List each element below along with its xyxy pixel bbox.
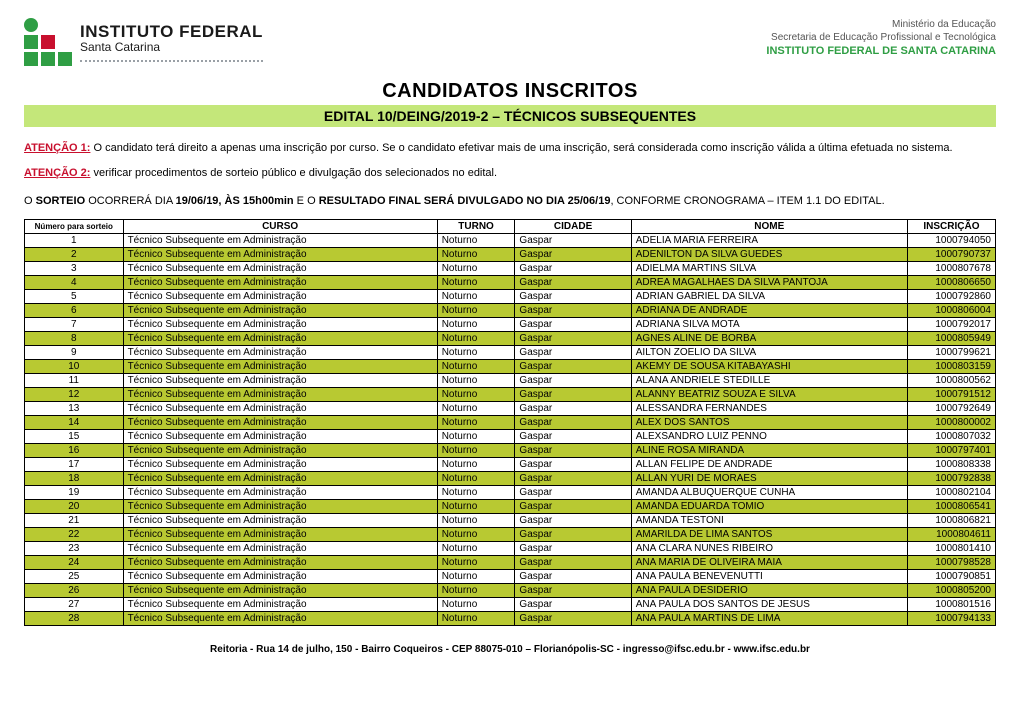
notice-2: ATENÇÃO 2: verificar procedimentos de so… (24, 166, 996, 181)
page-title: CANDIDATOS INSCRITOS (24, 80, 996, 103)
col-header-numero: Número para sorteio (25, 219, 124, 233)
page-header: INSTITUTO FEDERAL Santa Catarina Ministé… (24, 18, 996, 66)
logo-icon (24, 18, 72, 66)
table-header-row: Número para sorteio CURSO TURNO CIDADE N… (25, 219, 996, 233)
table-row: 1Técnico Subsequente em AdministraçãoNot… (25, 233, 996, 247)
candidates-table: Número para sorteio CURSO TURNO CIDADE N… (24, 219, 996, 626)
table-row: 6Técnico Subsequente em AdministraçãoNot… (25, 303, 996, 317)
table-row: 18Técnico Subsequente em AdministraçãoNo… (25, 471, 996, 485)
ministry-line3: INSTITUTO FEDERAL DE SANTA CATARINA (766, 44, 996, 58)
logo-block: INSTITUTO FEDERAL Santa Catarina (24, 18, 263, 66)
table-row: 25Técnico Subsequente em AdministraçãoNo… (25, 569, 996, 583)
notice-1-label: ATENÇÃO 1: (24, 142, 90, 154)
table-row: 10Técnico Subsequente em AdministraçãoNo… (25, 359, 996, 373)
page-subtitle: EDITAL 10/DEING/2019-2 – TÉCNICOS SUBSEQ… (24, 105, 996, 127)
notice-1: ATENÇÃO 1: O candidato terá direito a ap… (24, 141, 996, 156)
ministry-line2: Secretaria de Educação Profissional e Te… (766, 31, 996, 44)
table-row: 13Técnico Subsequente em AdministraçãoNo… (25, 401, 996, 415)
table-row: 15Técnico Subsequente em AdministraçãoNo… (25, 429, 996, 443)
table-row: 4Técnico Subsequente em AdministraçãoNot… (25, 275, 996, 289)
sorteio-line: O SORTEIO OCORRERÁ DIA 19/06/19, ÀS 15h0… (24, 195, 996, 207)
table-row: 28Técnico Subsequente em AdministraçãoNo… (25, 611, 996, 625)
notice-2-label: ATENÇÃO 2: (24, 167, 90, 179)
page-footer: Reitoria - Rua 14 de julho, 150 - Bairro… (24, 644, 996, 655)
table-row: 2Técnico Subsequente em AdministraçãoNot… (25, 247, 996, 261)
table-row: 14Técnico Subsequente em AdministraçãoNo… (25, 415, 996, 429)
logo-line1: INSTITUTO FEDERAL (80, 22, 263, 42)
notice-1-text: O candidato terá direito a apenas uma in… (90, 142, 952, 154)
table-row: 24Técnico Subsequente em AdministraçãoNo… (25, 555, 996, 569)
table-row: 21Técnico Subsequente em AdministraçãoNo… (25, 513, 996, 527)
col-header-cidade: CIDADE (515, 219, 631, 233)
table-row: 7Técnico Subsequente em AdministraçãoNot… (25, 317, 996, 331)
table-row: 26Técnico Subsequente em AdministraçãoNo… (25, 583, 996, 597)
table-row: 20Técnico Subsequente em AdministraçãoNo… (25, 499, 996, 513)
notice-2-text: verificar procedimentos de sorteio públi… (90, 167, 497, 179)
ministry-block: Ministério da Educação Secretaria de Edu… (766, 18, 996, 58)
table-row: 11Técnico Subsequente em AdministraçãoNo… (25, 373, 996, 387)
table-row: 3Técnico Subsequente em AdministraçãoNot… (25, 261, 996, 275)
table-row: 19Técnico Subsequente em AdministraçãoNo… (25, 485, 996, 499)
table-row: 16Técnico Subsequente em AdministraçãoNo… (25, 443, 996, 457)
logo-text: INSTITUTO FEDERAL Santa Catarina (80, 22, 263, 62)
table-row: 5Técnico Subsequente em AdministraçãoNot… (25, 289, 996, 303)
col-header-nome: NOME (631, 219, 907, 233)
logo-line2: Santa Catarina (80, 40, 263, 54)
table-row: 8Técnico Subsequente em AdministraçãoNot… (25, 331, 996, 345)
col-header-turno: TURNO (437, 219, 515, 233)
table-row: 27Técnico Subsequente em AdministraçãoNo… (25, 597, 996, 611)
table-row: 17Técnico Subsequente em AdministraçãoNo… (25, 457, 996, 471)
table-row: 12Técnico Subsequente em AdministraçãoNo… (25, 387, 996, 401)
ministry-line1: Ministério da Educação (766, 18, 996, 31)
col-header-curso: CURSO (123, 219, 437, 233)
table-row: 23Técnico Subsequente em AdministraçãoNo… (25, 541, 996, 555)
col-header-inscricao: INSCRIÇÃO (907, 219, 995, 233)
table-row: 9Técnico Subsequente em AdministraçãoNot… (25, 345, 996, 359)
table-row: 22Técnico Subsequente em AdministraçãoNo… (25, 527, 996, 541)
